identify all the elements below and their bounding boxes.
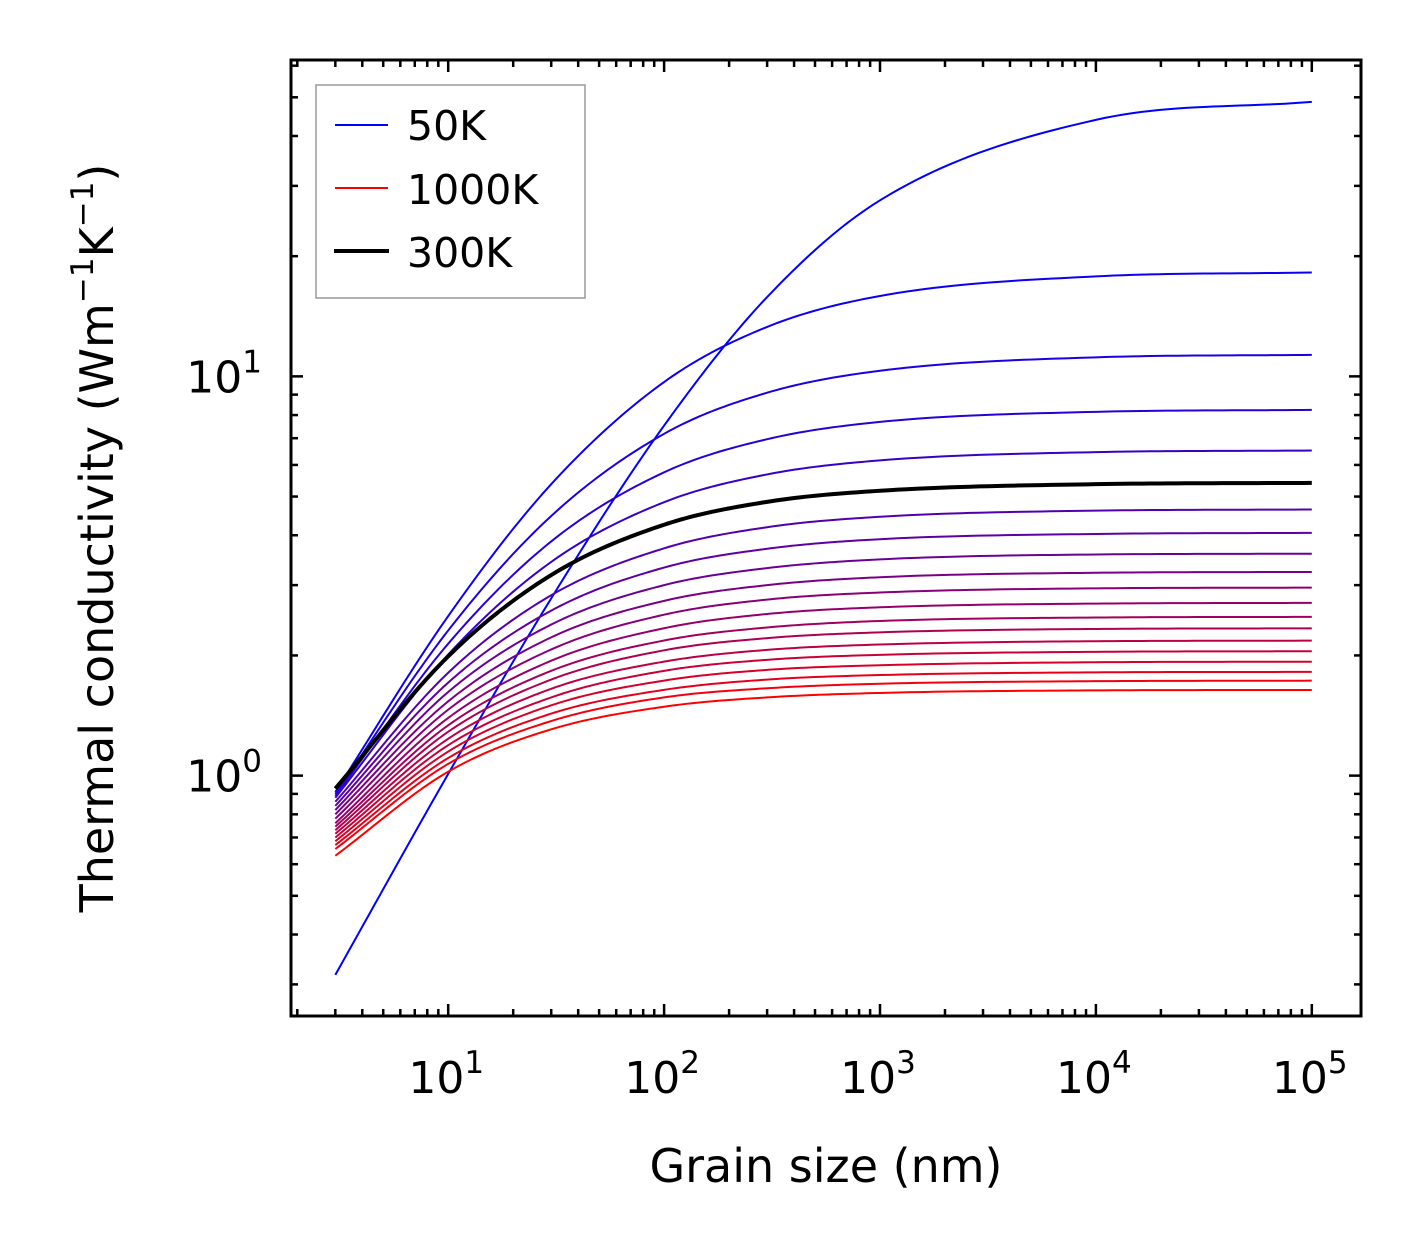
series-line-200k xyxy=(334,408,1312,797)
x-tick-label: 102 xyxy=(624,1045,700,1104)
y-axis-label-mid: K xyxy=(70,225,124,257)
series-line-300k xyxy=(333,480,1312,790)
series-line-500k xyxy=(334,570,1312,816)
x-tick-label: 105 xyxy=(1272,1045,1348,1104)
series-line-1000k xyxy=(334,688,1312,857)
series-line-950k xyxy=(334,679,1312,850)
series-line-150k xyxy=(334,353,1312,795)
series-line-250k xyxy=(334,449,1312,799)
series-line-400k xyxy=(334,531,1312,807)
series-line-50k xyxy=(334,100,1312,976)
legend: 50K 1000K 300K xyxy=(315,84,586,299)
y-tick-label: 101 xyxy=(186,344,262,403)
series-line-550k xyxy=(334,586,1312,820)
y-axis-label-main: Thermal conductivity (Wm xyxy=(70,303,124,913)
y-axis-label-end: ) xyxy=(70,164,124,182)
y-axis-label: Thermal conductivity (Wm−1K−1) xyxy=(65,164,124,914)
x-tick-labels: 101 102 103 104 105 xyxy=(408,1045,1347,1104)
plot-frame xyxy=(289,58,1363,1018)
x-tick-label: 103 xyxy=(840,1045,916,1104)
y-axis-label-sup2: −1 xyxy=(65,182,101,228)
x-tick-label: 101 xyxy=(408,1045,484,1104)
series-layer xyxy=(333,100,1312,976)
series-line-350k xyxy=(334,508,1312,803)
series-line-700k xyxy=(334,627,1312,831)
y-tick-labels: 100 101 xyxy=(186,344,262,802)
series-line-850k xyxy=(334,660,1312,843)
legend-label-1000k: 1000K xyxy=(407,166,539,214)
y-axis-label-sup1: −1 xyxy=(65,257,101,303)
series-line-800k xyxy=(334,650,1312,839)
legend-label-300k: 300K xyxy=(407,229,513,277)
legend-box xyxy=(315,84,586,299)
series-line-750k xyxy=(334,639,1312,835)
series-line-100k xyxy=(334,271,1312,793)
legend-label-50k: 50K xyxy=(407,102,487,150)
series-line-900k xyxy=(334,670,1312,846)
series-line-600k xyxy=(334,601,1312,824)
x-axis-label: Grain size (nm) xyxy=(650,1139,1003,1193)
series-line-650k xyxy=(334,615,1312,828)
y-tick-label: 100 xyxy=(186,744,262,803)
x-tick-label: 104 xyxy=(1056,1045,1132,1104)
series-line-450k xyxy=(334,552,1312,811)
